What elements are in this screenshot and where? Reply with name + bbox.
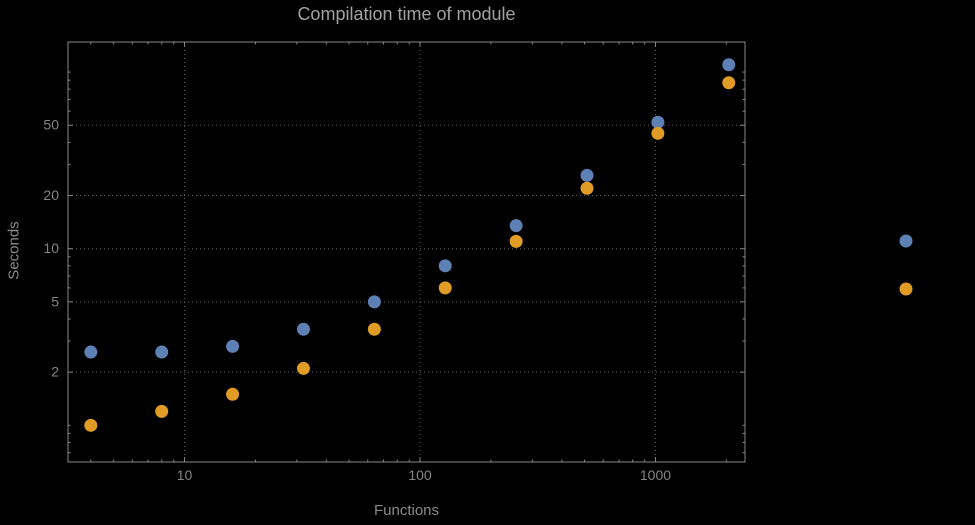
data-point-blue-series: [722, 58, 736, 72]
data-point-blue-series: [226, 339, 240, 353]
data-point-blue-series: [580, 168, 594, 182]
data-point-orange-series: [296, 361, 310, 375]
data-point-orange-series: [722, 76, 736, 90]
data-point-blue-series: [155, 345, 169, 359]
data-point-blue-series: [651, 115, 665, 129]
legend-marker: [899, 234, 913, 248]
plot-frame: [67, 41, 746, 463]
data-point-orange-series: [509, 234, 523, 248]
data-point-orange-series: [155, 404, 169, 418]
x-tick-label: 1000: [640, 467, 671, 483]
y-tick-label: 10: [43, 240, 59, 256]
chart-title: Compilation time of module: [297, 4, 516, 24]
data-point-orange-series: [226, 387, 240, 401]
data-point-orange-series: [580, 181, 594, 195]
data-point-blue-series: [84, 345, 98, 359]
data-point-orange-series: [651, 126, 665, 140]
x-axis-label: Functions: [373, 502, 440, 519]
data-point-blue-series: [438, 259, 452, 273]
x-tick-label: 100: [408, 467, 432, 483]
data-point-blue-series: [296, 322, 310, 336]
data-point-orange-series: [367, 322, 381, 336]
legend-marker: [899, 282, 913, 296]
y-axis-label: Seconds: [5, 221, 23, 280]
data-point-blue-series: [509, 219, 523, 233]
y-tick-label: 50: [43, 117, 59, 133]
data-point-orange-series: [438, 281, 452, 295]
data-point-orange-series: [84, 418, 98, 432]
data-point-blue-series: [367, 295, 381, 309]
y-tick-label: 5: [51, 293, 59, 309]
y-tick-label: 20: [43, 187, 59, 203]
x-tick-label: 10: [177, 467, 193, 483]
y-tick-label: 2: [51, 364, 59, 380]
